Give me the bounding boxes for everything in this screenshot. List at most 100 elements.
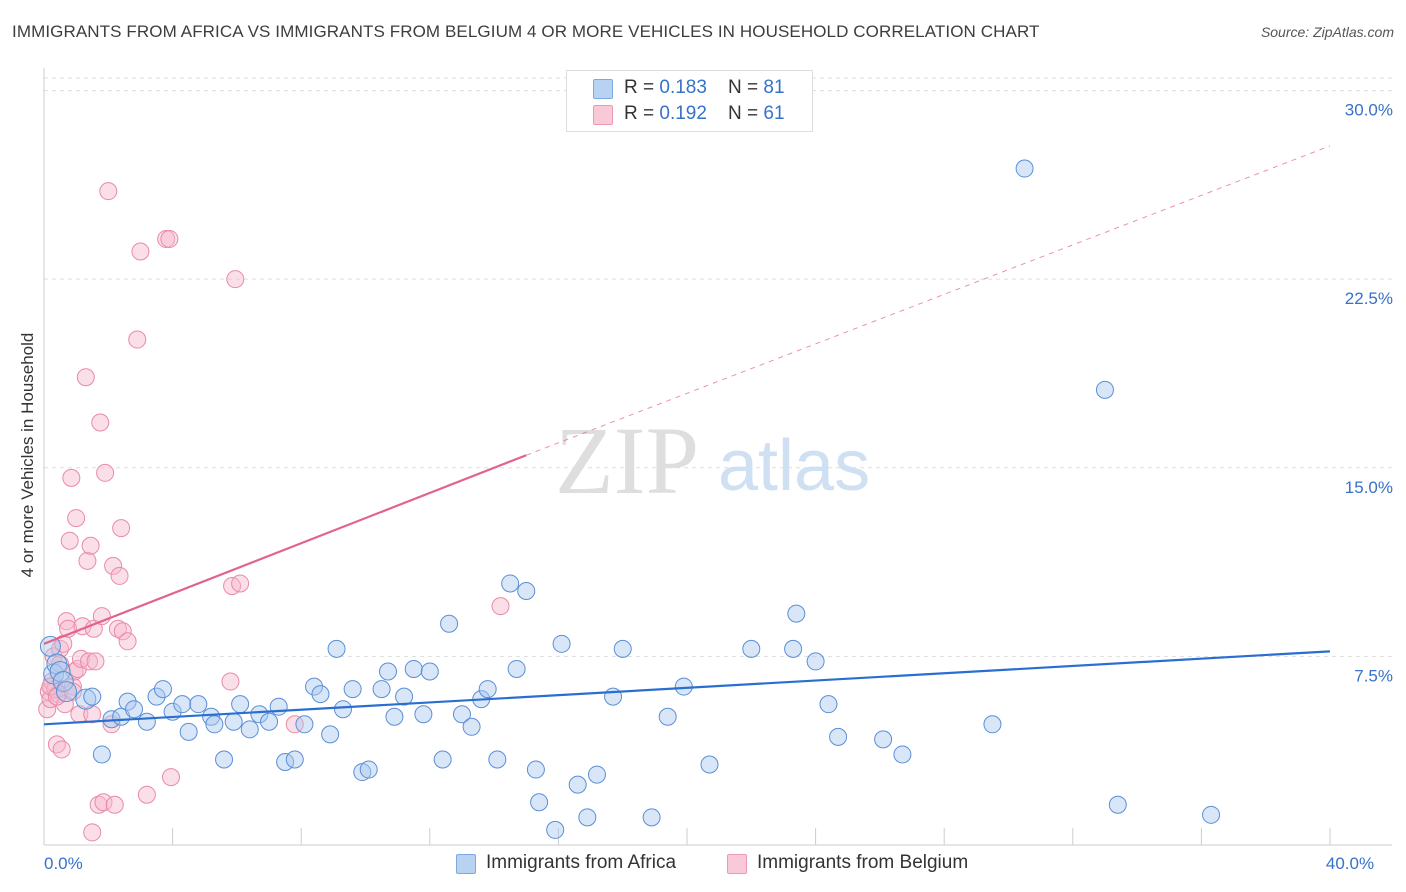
africa-point	[83, 687, 102, 706]
belgium-point	[112, 519, 131, 538]
r-value-belgium: 0.192	[659, 103, 707, 124]
belgium-point	[104, 556, 123, 575]
africa-point	[179, 722, 198, 741]
axes	[43, 68, 1392, 846]
africa-point	[642, 808, 661, 827]
belgium-point	[44, 647, 63, 666]
africa-point	[372, 680, 391, 699]
belgium-point	[96, 463, 115, 482]
africa-point	[173, 695, 192, 714]
africa-point	[674, 677, 693, 696]
belgium-point	[231, 574, 250, 593]
correlation-legend: R = 0.183 N = 81 R = 0.192 N = 61	[566, 70, 813, 132]
belgium-trend-line	[43, 454, 527, 645]
africa-point	[546, 820, 565, 839]
africa-point	[874, 730, 893, 749]
belgium-point	[76, 368, 95, 387]
africa-point	[56, 681, 78, 703]
africa-point	[501, 574, 520, 593]
africa-point	[231, 695, 250, 714]
belgium-point	[226, 270, 245, 289]
africa-point	[742, 639, 761, 658]
africa-point	[829, 727, 848, 746]
belgium-point	[99, 182, 118, 201]
belgium-point	[160, 229, 179, 248]
africa-point	[118, 692, 137, 711]
tick-labels: 7.5% 15.0% 22.5% 30.0% 0.0% 40.0%	[44, 101, 1393, 873]
belgium-point	[47, 735, 66, 754]
gridlines	[44, 77, 1392, 657]
belgium-point	[128, 330, 147, 349]
africa-point	[787, 604, 806, 623]
r-label-belgium: R =	[624, 103, 660, 124]
belgium-trend-extension	[526, 145, 1331, 456]
africa-point	[153, 680, 172, 699]
r-label-africa: R =	[624, 77, 660, 98]
africa-point	[414, 705, 433, 724]
belgium-point	[83, 823, 102, 842]
africa-point	[189, 695, 208, 714]
belgium-point	[52, 740, 71, 759]
n-label-africa: N =	[728, 77, 764, 98]
x-tick-label-0: 0.0%	[44, 854, 83, 873]
africa-point	[260, 712, 279, 731]
africa-point	[125, 700, 144, 719]
source-label: Source: ZipAtlas.com	[1260, 24, 1394, 40]
belgium-point	[89, 795, 108, 814]
africa-point	[147, 687, 166, 706]
africa-point	[1095, 380, 1114, 399]
africa-point	[587, 765, 606, 784]
belgium-point	[41, 677, 60, 696]
bottom-belgium-label: Immigrants from Belgium	[757, 852, 969, 873]
belgium-point	[131, 242, 150, 261]
africa-point	[526, 760, 545, 779]
belgium-point	[38, 700, 57, 719]
africa-point	[269, 697, 288, 716]
x-tick-label-1: 40.0%	[1326, 854, 1374, 873]
africa-point	[1108, 795, 1127, 814]
bottom-belgium-swatch	[727, 854, 747, 874]
africa-point	[784, 639, 803, 658]
africa-point	[311, 685, 330, 704]
africa-point	[433, 750, 452, 769]
belgium-point	[78, 551, 97, 570]
y-tick-label-1: 15.0%	[1345, 478, 1393, 497]
belgium-point	[113, 622, 132, 641]
africa-point	[333, 700, 352, 719]
n-value-belgium: 61	[763, 103, 785, 124]
africa-point	[613, 639, 632, 658]
africa-point	[462, 717, 481, 736]
africa-point	[568, 775, 587, 794]
bottom-africa-label: Immigrants from Africa	[486, 852, 677, 873]
africa-point	[440, 614, 459, 633]
r-value-africa: 0.183	[659, 77, 707, 98]
africa-point	[819, 695, 838, 714]
africa-point	[517, 582, 536, 601]
belgium-swatch	[593, 105, 613, 125]
africa-swatch	[593, 79, 613, 99]
belgium-point	[94, 793, 113, 812]
belgium-point	[161, 768, 180, 787]
belgium-point	[86, 652, 105, 671]
africa-point	[92, 745, 111, 764]
africa-point	[552, 634, 571, 653]
africa-point	[806, 652, 825, 671]
africa-point	[893, 745, 912, 764]
africa-point	[224, 712, 243, 731]
africa-point	[250, 705, 269, 724]
belgium-point	[110, 566, 129, 585]
africa-point	[420, 662, 439, 681]
y-tick-label-2: 22.5%	[1345, 289, 1393, 308]
africa-point	[240, 720, 259, 739]
n-value-africa: 81	[763, 77, 785, 98]
belgium-point	[105, 795, 124, 814]
africa-point	[385, 707, 404, 726]
africa-point	[295, 715, 314, 734]
bottom-africa-swatch	[456, 854, 476, 874]
belgium-point	[221, 672, 240, 691]
watermark-atlas: atlas	[718, 426, 870, 506]
africa-point	[343, 680, 362, 699]
n-label-belgium: N =	[728, 103, 764, 124]
africa-point	[1015, 159, 1034, 178]
